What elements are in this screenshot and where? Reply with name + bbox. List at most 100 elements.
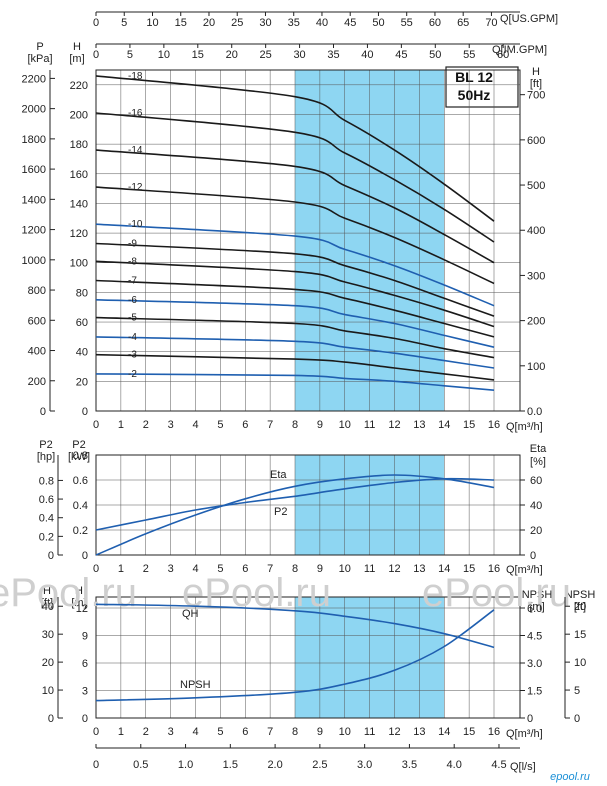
x2-axis-tick-label: 0.5 — [133, 759, 148, 771]
npshft-axis-tick-label: 15 — [574, 629, 586, 641]
p-axis-tick-label: 800 — [28, 285, 46, 297]
x2-axis-tick-label: 4.0 — [447, 759, 462, 771]
x-axis-tick-label-1: 13 — [413, 419, 425, 431]
p-axis-tick-label: 1400 — [22, 194, 46, 206]
qh-curve-stage-18 — [95, 75, 495, 222]
x2-axis-tick-label: 2.5 — [312, 759, 327, 771]
watermark-text-2: ePool.ru — [182, 571, 331, 615]
x-axis-tick-label-1: 3 — [168, 419, 174, 431]
p2-curve — [95, 477, 495, 531]
h-axis-tick-label: 120 — [70, 228, 88, 240]
x-axis-tick-label-2: 8 — [292, 563, 298, 575]
top-axis-1-tick-label: 65 — [457, 17, 469, 29]
x-axis-label-1: Q[m³/h] — [506, 421, 543, 433]
npshft-axis-unit: [ft] — [574, 601, 586, 613]
h3m-axis-tick-label: 6 — [82, 658, 88, 670]
p-axis-tick-label: 2000 — [22, 104, 46, 116]
eta-axis-tick-label: 60 — [530, 475, 542, 487]
curve-label-stage-12: -12 — [128, 182, 143, 193]
x-axis-tick-label-1: 6 — [242, 419, 248, 431]
h3m-axis-tick-label: 9 — [82, 631, 88, 643]
x-axis-tick-label-3: 7 — [267, 726, 273, 738]
chart-title: BL 12 — [455, 69, 493, 85]
top-axis-1-tick-label: 40 — [316, 17, 328, 29]
x-axis-tick-label-1: 4 — [192, 419, 198, 431]
qh-curve-label: QH — [182, 608, 199, 620]
qh-curve-stage-5 — [95, 316, 495, 359]
top-axis-2-tick-label: 0 — [93, 49, 99, 61]
curve-label-stage-3: -3 — [128, 350, 137, 361]
curve-label-stage-6: -6 — [128, 295, 137, 306]
p2kw-axis-tick-label: 0.6 — [73, 475, 88, 487]
h-axis-tick-label: 80 — [76, 287, 88, 299]
top-axis-1-tick-label: 5 — [121, 17, 127, 29]
p2hp-axis-unit: [hp] — [37, 451, 55, 463]
npshm-axis-tick-label: 4.5 — [527, 631, 542, 643]
npshft-axis-tick-label: 20 — [574, 601, 586, 613]
hft-axis-unit: [ft] — [530, 78, 542, 90]
chart-title-box — [445, 66, 519, 108]
x-axis-tick-label-3: 3 — [168, 726, 174, 738]
curve-label-stage-5: -5 — [128, 313, 137, 324]
x-axis-tick-label-3: 13 — [413, 726, 425, 738]
x-axis-tick-label-1: 7 — [267, 419, 273, 431]
npshm-axis-tick-label: 0 — [527, 713, 533, 725]
top-axis-2-label: Q[IM.GPM] — [492, 44, 547, 56]
h3ft-axis-label: H — [43, 585, 51, 597]
h3m-axis-tick-label: 0 — [82, 713, 88, 725]
h-axis-tick-label: 140 — [70, 198, 88, 210]
p-axis-tick-label: 1200 — [22, 225, 46, 237]
x-axis-tick-label-1: 1 — [118, 419, 124, 431]
h-axis-tick-label: 220 — [70, 80, 88, 92]
eta-axis-tick-label: 40 — [530, 500, 542, 512]
qh-curve-stage-3 — [95, 353, 495, 381]
x-axis-tick-label-2: 0 — [93, 563, 99, 575]
npshm-axis-unit: [m] — [529, 601, 544, 613]
p2-curve-label: P2 — [274, 506, 287, 518]
h3ft-axis-tick-label: 20 — [42, 657, 54, 669]
top-axis-2-tick-label: 60 — [497, 49, 509, 61]
watermark-text-1: ePool.ru — [0, 571, 137, 615]
qh-curve-stage-14 — [95, 149, 495, 264]
curve-label-stage-9: -9 — [128, 238, 137, 249]
hft-axis-tick-label: 600 — [527, 135, 545, 147]
x-axis-tick-label-3: 10 — [339, 726, 351, 738]
x2-axis-tick-label: 2.0 — [267, 759, 282, 771]
top-axis-1-tick-label: 55 — [401, 17, 413, 29]
top-axis-2-tick-label: 40 — [361, 49, 373, 61]
x-axis-tick-label-3: 15 — [463, 726, 475, 738]
x-axis-tick-label-2: 2 — [143, 563, 149, 575]
hft-axis-tick-label: 200 — [527, 316, 545, 328]
curve-label-stage-7: -7 — [128, 276, 137, 287]
p2hp-axis-tick-label: 0.8 — [39, 475, 54, 487]
x-axis-tick-label-1: 10 — [339, 419, 351, 431]
x2-axis-tick-label: 1.5 — [223, 759, 238, 771]
x-axis-tick-label-1: 14 — [438, 419, 450, 431]
x-axis-tick-label-1: 16 — [488, 419, 500, 431]
h3ft-axis-tick-label: 10 — [42, 685, 54, 697]
npshft-axis-tick-label: 5 — [574, 685, 580, 697]
p-axis-tick-label: 2200 — [22, 73, 46, 85]
x-axis-tick-label-2: 4 — [192, 563, 198, 575]
x-axis-tick-label-1: 8 — [292, 419, 298, 431]
p2hp-axis-tick-label: 0.6 — [39, 494, 54, 506]
p2kw-axis-label: P2 — [72, 439, 85, 451]
p-axis-label: P — [36, 41, 43, 53]
x-axis-tick-label-3: 11 — [364, 726, 375, 738]
top-axis-1-tick-label: 10 — [146, 17, 158, 29]
hft-axis-label: H — [532, 66, 540, 78]
qh-curve-stage-7 — [95, 279, 495, 338]
top-axis-2-tick-label: 5 — [127, 49, 133, 61]
x-axis-tick-label-3: 9 — [317, 726, 323, 738]
hft-axis-tick-label: 300 — [527, 270, 545, 282]
x-axis-tick-label-2: 14 — [438, 563, 450, 575]
x-axis-tick-label-2: 1 — [118, 563, 124, 575]
qh-curve-stage-6 — [95, 299, 495, 348]
qh-curve — [95, 603, 495, 649]
hft-axis-tick-label: 400 — [527, 225, 545, 237]
npsh-curve-label: NPSH — [180, 679, 211, 691]
h-axis-tick-label: 200 — [70, 109, 88, 121]
x2-axis-tick-label: 0 — [93, 759, 99, 771]
h3ft-axis-unit: [ft] — [41, 597, 53, 609]
